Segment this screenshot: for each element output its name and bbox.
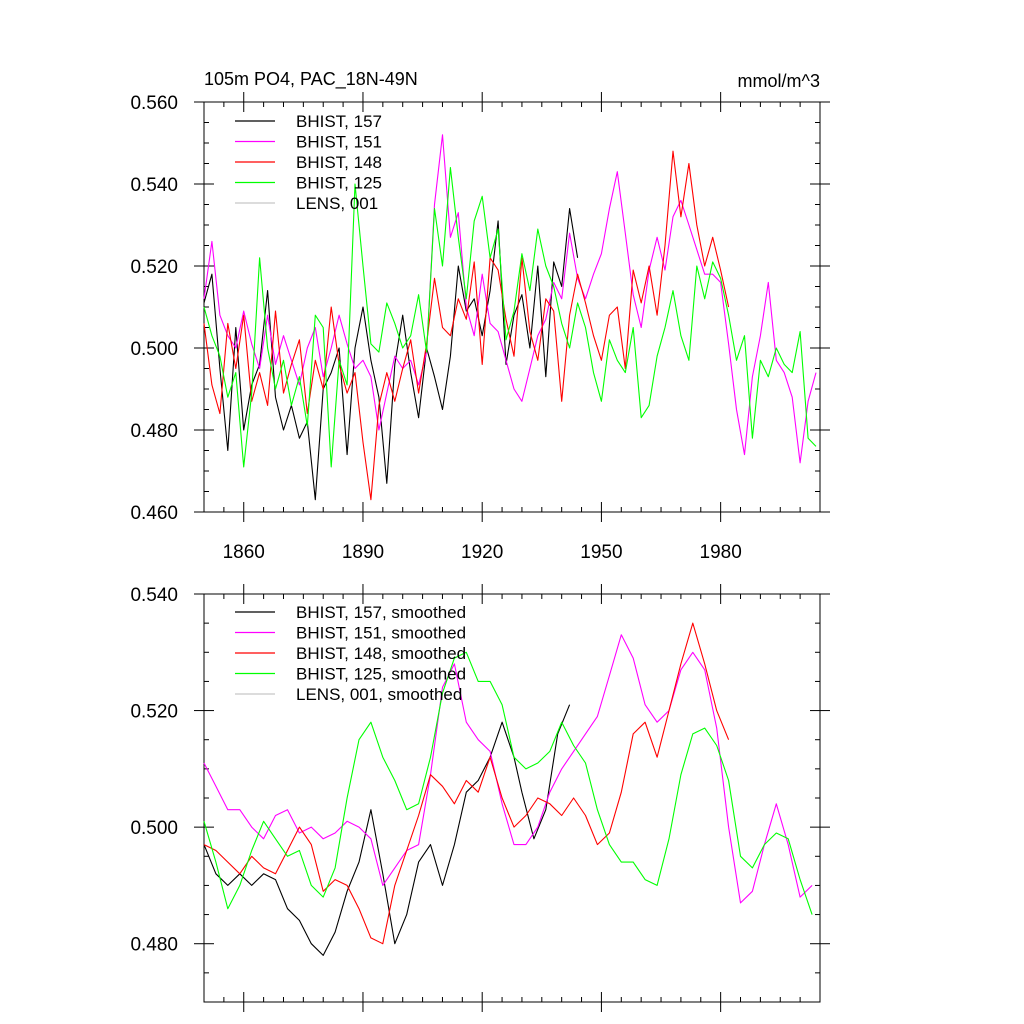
x-tick-label: 1980 (700, 542, 742, 563)
series-line-1 (203, 134, 817, 464)
legend-label: BHIST, 151 (296, 133, 382, 152)
legend-label: BHIST, 148 (296, 153, 382, 172)
series-line-3 (203, 167, 817, 468)
top-panel-raw: 1860 1890 1920 1950 1980 0.460 0.480 0.500 0.520… (130, 92, 830, 563)
legend-label: BHIST, 157 (296, 112, 382, 131)
chart-title: 105m PO4, PAC_18N-49N (204, 69, 418, 90)
series-line-0 (203, 704, 571, 956)
legend-label: BHIST, 151, smoothed (296, 624, 466, 643)
series-line-2 (203, 150, 730, 501)
series-line-3 (203, 651, 813, 915)
y-tick-label: 0.520 (130, 702, 178, 723)
bottom-panel-smoothed: 0.480 0.500 0.520 0.540 BHIST, 157, smoothed… (130, 584, 830, 1012)
y-tick-label: 0.500 (130, 339, 178, 360)
y-tick-label: 0.540 (130, 175, 178, 196)
y-tick-label: 0.520 (130, 257, 178, 278)
legend-label: LENS, 001 (296, 194, 378, 213)
y-tick-label: 0.480 (130, 421, 178, 442)
legend-label: LENS, 001, smoothed (296, 685, 462, 704)
series-line-1 (203, 634, 813, 904)
legend-label: BHIST, 157, smoothed (296, 603, 466, 622)
x-tick-label: 1950 (580, 542, 622, 563)
y-tick-label: 0.460 (130, 503, 178, 524)
series-line-0 (203, 208, 579, 501)
x-tick-label: 1860 (223, 542, 265, 563)
units-label: mmol/m^3 (738, 71, 820, 91)
x-tick-label: 1920 (461, 542, 503, 563)
y-tick-label: 0.480 (130, 935, 178, 956)
series-line-2 (203, 622, 730, 945)
y-tick-label: 0.560 (130, 93, 178, 114)
legend-label: BHIST, 148, smoothed (296, 644, 466, 663)
legend-label: BHIST, 125 (296, 174, 382, 193)
legend-label: BHIST, 125, smoothed (296, 665, 466, 684)
y-tick-label: 0.540 (130, 585, 178, 606)
x-tick-label: 1890 (342, 542, 384, 563)
y-tick-label: 0.500 (130, 818, 178, 839)
